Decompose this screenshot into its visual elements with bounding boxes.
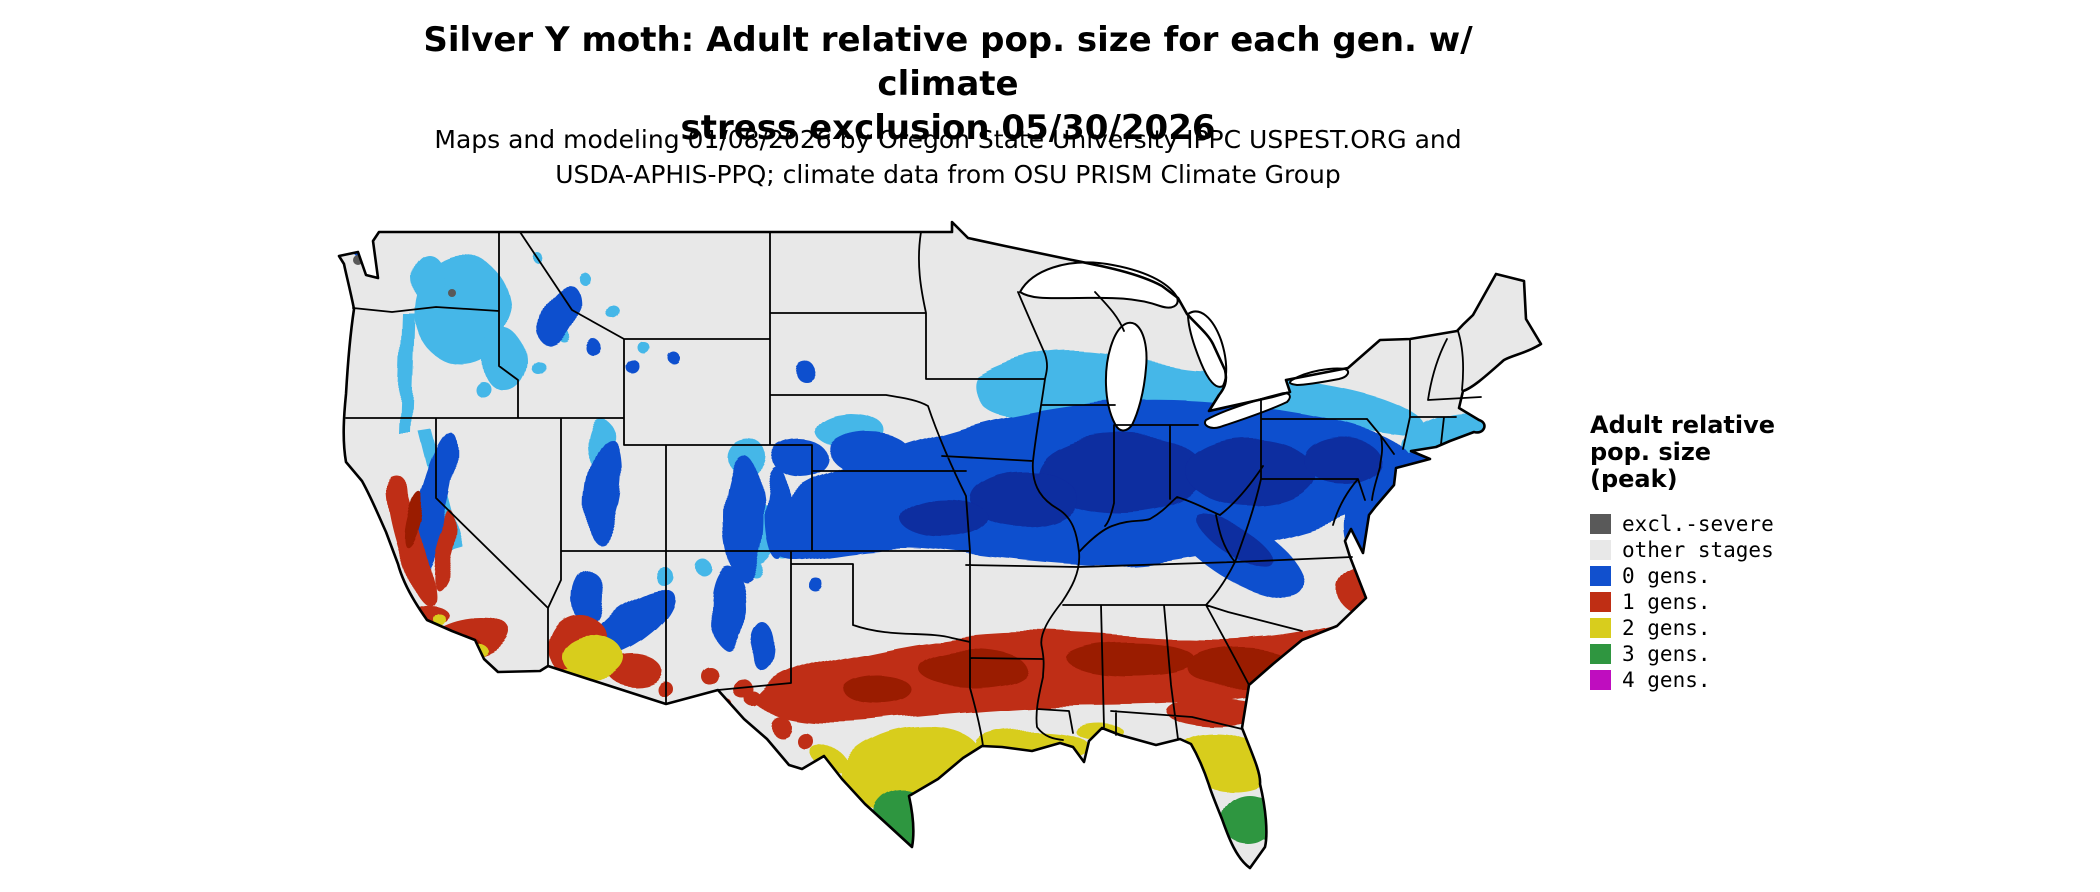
legend-item-1-gens: 1 gens. — [1590, 589, 1900, 615]
legend-item-4-gens: 4 gens. — [1590, 667, 1900, 693]
great-lakes — [1018, 261, 1350, 432]
map-legend: Adult relative pop. size (peak) excl.-se… — [1590, 412, 1900, 693]
legend-label-2-gens: 2 gens. — [1622, 616, 1711, 640]
legend-item-0-gens: 0 gens. — [1590, 563, 1900, 589]
legend-swatch-2-gens — [1590, 618, 1611, 638]
map-container — [332, 218, 1554, 886]
legend-swatch-excl-severe — [1590, 514, 1611, 534]
legend-label-4-gens: 4 gens. — [1622, 668, 1711, 692]
legend-items: excl.-severe other stages 0 gens. 1 gens… — [1590, 511, 1900, 693]
us-map — [337, 220, 1543, 870]
legend-title: Adult relative pop. size (peak) — [1590, 412, 1900, 493]
legend-swatch-3-gens — [1590, 644, 1611, 664]
country-outline — [337, 220, 1543, 870]
legend-title-line2: pop. size — [1590, 438, 1712, 466]
state-borders — [345, 231, 1482, 747]
legend-item-3-gens: 3 gens. — [1590, 641, 1900, 667]
subtitle-line1: Maps and modeling 01/08/2026 by Oregon S… — [434, 125, 1462, 154]
legend-item-2-gens: 2 gens. — [1590, 615, 1900, 641]
legend-swatch-other-stages — [1590, 540, 1611, 560]
page-title: Silver Y moth: Adult relative pop. size … — [348, 18, 1548, 150]
legend-item-other-stages: other stages — [1590, 537, 1900, 563]
legend-label-other-stages: other stages — [1622, 538, 1774, 562]
gen1-dark-regions — [404, 492, 1296, 704]
legend-label-0-gens: 0 gens. — [1622, 564, 1711, 588]
legend-item-excl-severe: excl.-severe — [1590, 511, 1900, 537]
legend-label-1-gens: 1 gens. — [1622, 590, 1711, 614]
title-line2: stress exclusion 05/30/2026 — [680, 108, 1216, 148]
legend-swatch-0-gens — [1590, 566, 1611, 586]
page-subtitle: Maps and modeling 01/08/2026 by Oregon S… — [348, 122, 1548, 192]
map-background-other-stages — [339, 222, 1541, 868]
legend-swatch-4-gens — [1590, 670, 1611, 690]
title-line1: Silver Y moth: Adult relative pop. size … — [423, 20, 1473, 104]
lake-huron — [1186, 310, 1228, 388]
lake-ontario — [1288, 367, 1350, 387]
subtitle-line2: USDA-APHIS-PPQ; climate data from OSU PR… — [555, 160, 1341, 189]
legend-title-line1: Adult relative — [1590, 411, 1776, 439]
legend-label-excl-severe: excl.-severe — [1622, 512, 1774, 536]
legend-title-line3: (peak) — [1590, 465, 1678, 493]
legend-swatch-1-gens — [1590, 592, 1611, 612]
gen0-dark-regions — [900, 435, 1380, 567]
legend-label-3-gens: 3 gens. — [1622, 642, 1711, 666]
